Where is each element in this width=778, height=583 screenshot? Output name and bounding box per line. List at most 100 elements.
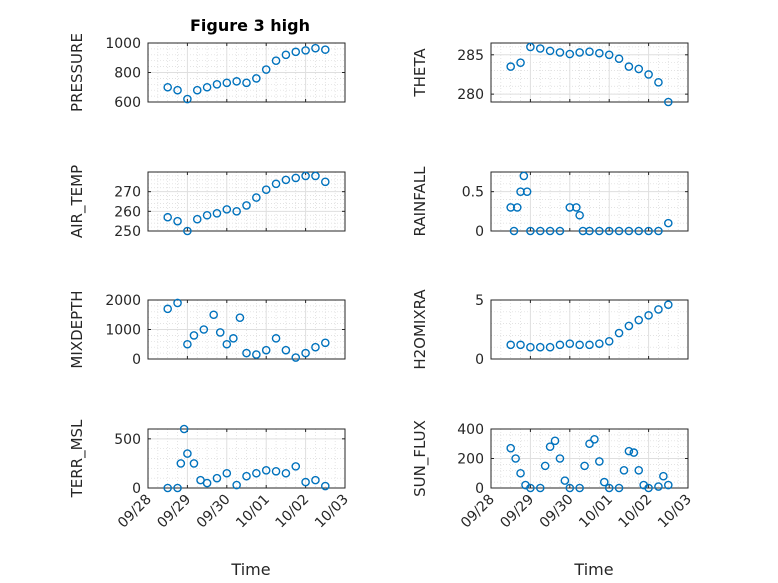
- y-tick-label: 270: [114, 185, 141, 201]
- data-point: [242, 201, 251, 210]
- data-point: [604, 336, 614, 346]
- data-point: [545, 46, 555, 56]
- data-point: [311, 43, 320, 53]
- subplot-mixdepth: 0 1000 2000 MIXDEPTH: [68, 290, 346, 369]
- data-point: [550, 436, 560, 446]
- y-tick-label: 280: [457, 87, 484, 103]
- y-tick-label: 0.5: [462, 185, 484, 201]
- data-point: [540, 461, 550, 471]
- data-point: [509, 226, 519, 236]
- data-point: [163, 304, 172, 314]
- data-point: [555, 454, 565, 463]
- data-point: [173, 216, 182, 226]
- data-point: [291, 173, 301, 183]
- y-axis-label: H2OMIXRA: [411, 289, 429, 370]
- subplot-h2omixra: 0 5 H2OMIXRA: [411, 289, 689, 370]
- x-axis-label-left: Time: [230, 560, 270, 579]
- y-tick-label: 260: [114, 204, 141, 220]
- y-axis-label: PRESSURE: [68, 33, 86, 112]
- data-point: [624, 321, 634, 331]
- y-tick-label: 0: [475, 352, 484, 368]
- data-point: [506, 340, 516, 350]
- data-point: [202, 478, 212, 488]
- data-point: [301, 171, 310, 181]
- data-point: [526, 42, 535, 52]
- y-axis-label: RAINFALL: [411, 166, 429, 237]
- data-point: [179, 424, 189, 434]
- data-point: [619, 465, 629, 475]
- axes-box: [147, 428, 346, 489]
- data-point: [311, 342, 320, 352]
- data-point: [163, 82, 172, 92]
- data-point: [261, 345, 271, 355]
- y-tick-label: 250: [114, 224, 141, 240]
- data-point: [261, 185, 271, 194]
- data-point: [595, 339, 604, 348]
- data-point: [252, 74, 261, 83]
- data-point: [189, 331, 199, 340]
- data-point: [320, 45, 330, 54]
- data-point: [511, 454, 520, 463]
- data-point: [215, 328, 225, 337]
- subplot-grid: 600 800 1000 PRESSURE 280 285 THETA 250 260 270 AI…: [68, 33, 695, 531]
- data-point: [545, 342, 555, 352]
- data-point: [565, 339, 575, 348]
- data-point: [644, 483, 653, 493]
- data-point: [222, 468, 232, 478]
- data-point: [212, 473, 222, 483]
- data-point: [271, 334, 281, 343]
- y-tick-label: 0: [132, 352, 141, 368]
- subplot-theta: 280 285 THETA: [411, 42, 689, 107]
- data-point: [271, 56, 281, 66]
- data-point: [291, 353, 301, 362]
- y-axis-label: AIR_TEMP: [68, 165, 87, 238]
- data-point: [572, 203, 581, 212]
- data-point: [261, 65, 271, 74]
- data-point: [232, 207, 241, 216]
- data-point: [242, 471, 251, 481]
- data-point: [535, 44, 545, 53]
- data-point: [545, 442, 555, 452]
- data-point: [222, 339, 232, 349]
- data-point: [209, 310, 218, 320]
- data-point: [526, 342, 535, 352]
- y-axis-label: TERR_MSL: [68, 419, 87, 498]
- data-point: [281, 50, 291, 60]
- data-point: [654, 305, 663, 314]
- data-point: [585, 47, 594, 56]
- data-point: [560, 476, 570, 485]
- data-point: [271, 179, 281, 189]
- data-point: [614, 54, 624, 64]
- data-point: [192, 214, 202, 224]
- data-point: [555, 226, 565, 236]
- data-point: [624, 62, 634, 71]
- subplot-rainfall: 0 0.5 RAINFALL: [411, 166, 689, 240]
- data-point: [585, 439, 594, 449]
- data-point: [535, 483, 545, 493]
- data-point: [634, 226, 644, 236]
- data-point: [183, 226, 192, 236]
- data-point: [192, 85, 202, 95]
- data-point: [604, 483, 614, 493]
- data-point: [664, 97, 673, 107]
- data-point: [291, 462, 301, 471]
- data-point: [183, 94, 192, 104]
- data-point: [519, 171, 529, 181]
- data-point: [644, 311, 653, 320]
- data-point: [555, 340, 565, 350]
- data-point: [595, 226, 604, 236]
- y-axis-label: SUN_FLUX: [411, 420, 430, 497]
- data-point: [212, 80, 222, 89]
- y-tick-label: 285: [457, 48, 484, 64]
- y-tick-label: 500: [114, 432, 141, 448]
- subplot-air_temp: 250 260 270 AIR_TEMP: [68, 165, 346, 240]
- data-point: [595, 457, 604, 466]
- data-point: [614, 328, 624, 338]
- data-point: [664, 480, 673, 490]
- figure-title: Figure 3 high: [190, 16, 310, 35]
- data-point: [555, 48, 565, 57]
- data-point: [301, 477, 310, 487]
- data-point: [654, 482, 663, 491]
- data-point: [252, 350, 261, 359]
